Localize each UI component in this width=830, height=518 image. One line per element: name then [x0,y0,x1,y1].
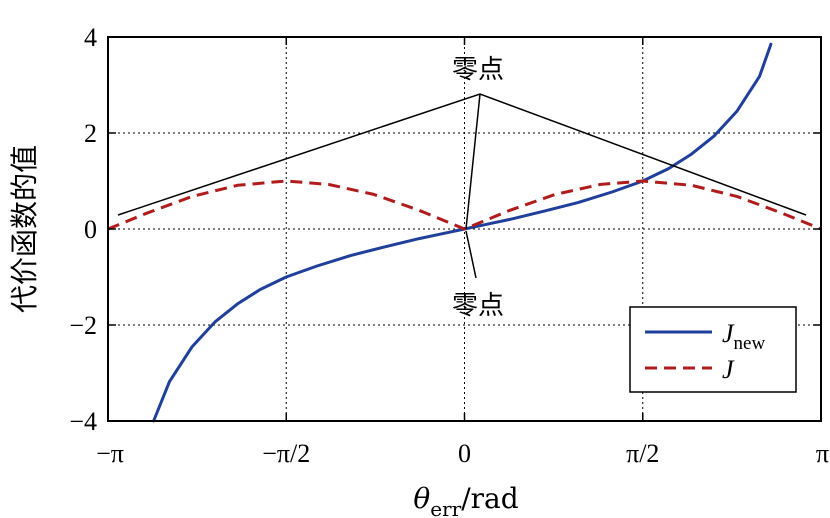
annotation-layer: 零点 零点 [117,55,807,321]
legend-label-jnew: Jnew [722,319,765,354]
x-axis-label: θerr/rad [413,482,518,518]
tick-layer: −π −π/2 0 π/2 π −4 −2 0 2 4 [69,23,829,468]
annotation-leader-bottom [465,230,477,279]
series-line-j [107,179,822,231]
annotation-leader-top-left [117,93,807,216]
annotation-top: 零点 [452,55,504,85]
legend-box [629,306,797,393]
x-tick-label: π [816,439,829,468]
y-tick-label: 0 [84,215,97,244]
x-tick-label: −π/2 [262,439,310,468]
y-tick-label: 4 [84,23,97,52]
legend-label-j: J [722,355,735,384]
y-tick-label: −4 [69,407,97,436]
annotation-leader-top-center [465,93,481,230]
y-axis-label: 代价函数的值 [8,145,41,313]
x-tick-label: π/2 [626,439,659,468]
y-tick-label: 2 [84,119,97,148]
annotation-bottom: 零点 [452,291,504,321]
series-layer [107,42,822,423]
y-tick-label: −2 [69,311,97,340]
legend: Jnew J [629,306,797,393]
x-tick-label: −π [96,439,124,468]
x-tick-label: 0 [458,439,471,468]
